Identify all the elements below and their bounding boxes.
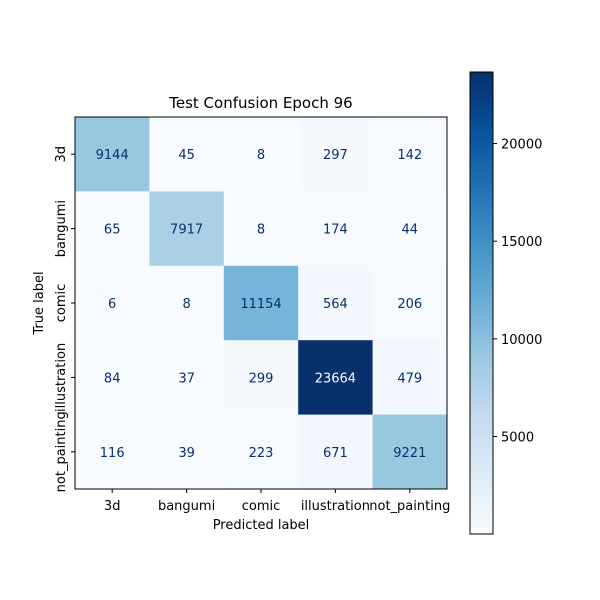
heatmap-cell: [149, 265, 225, 341]
cell-value-label: 84: [104, 371, 121, 386]
colorbar-tick-label: 10000: [501, 333, 542, 348]
cell-value-label: 8: [182, 297, 190, 312]
colorbar-tick-label: 20000: [501, 138, 542, 153]
heatmap-cell: [75, 191, 150, 267]
heatmap-cell: [372, 340, 448, 415]
x-tick-label: not_painting: [369, 499, 450, 514]
heatmap-cell: [223, 414, 299, 490]
cell-value-label: 6: [108, 297, 116, 312]
x-tick-label: 3d: [104, 499, 121, 514]
y-tick-label: bangumi: [54, 200, 69, 257]
cell-value-label: 564: [323, 297, 348, 312]
cell-value-label: 9221: [393, 446, 426, 461]
colorbar: [469, 71, 494, 535]
heatmap-cell: [298, 191, 373, 267]
cell-value-label: 142: [397, 148, 422, 163]
cell-value-label: 39: [178, 446, 195, 461]
chart-title: Test Confusion Epoch 96: [168, 94, 352, 112]
cell-value-label: 8: [257, 223, 265, 238]
y-tick-label: comic: [54, 284, 69, 323]
heatmap-cell: [223, 117, 299, 192]
y-tick-label: 3d: [54, 146, 69, 163]
heatmap-cell: [223, 340, 299, 415]
cell-value-label: 7917: [170, 223, 203, 238]
heatmap-cell: [75, 340, 150, 415]
heatmap-cell-labels: 9144 45 8 297 142 65 7917 8 174 44 6 8 11154 564 206 84…: [96, 148, 427, 461]
y-axis-label: True label: [32, 271, 47, 335]
cell-value-label: 11154: [240, 297, 281, 312]
heatmap-cell: [75, 265, 150, 341]
heatmap-cell: [149, 117, 225, 192]
cell-value-label: 37: [178, 371, 195, 386]
heatmap-cell: [298, 340, 373, 415]
heatmap-cell: [149, 191, 225, 267]
cell-value-label: 8: [257, 148, 265, 163]
cell-value-label: 223: [249, 446, 274, 461]
heatmap-cell: [223, 265, 299, 341]
heatmap-cell: [75, 117, 150, 192]
cell-value-label: 23664: [315, 371, 356, 386]
cell-value-label: 44: [402, 223, 419, 238]
heatmap-cell: [298, 265, 373, 341]
heatmap-cells: [75, 117, 448, 490]
colorbar-ticks: 5000 10000 15000 20000: [493, 138, 542, 445]
cell-value-label: 479: [397, 371, 422, 386]
cell-value-label: 65: [104, 223, 121, 238]
x-tick-label: bangumi: [158, 499, 215, 514]
cell-value-label: 9144: [96, 148, 129, 163]
heatmap-cell: [372, 414, 448, 490]
cell-value-label: 45: [178, 148, 195, 163]
x-tick-label: illustration: [301, 499, 370, 514]
colorbar-tick-label: 15000: [501, 235, 542, 250]
cell-value-label: 297: [323, 148, 348, 163]
cell-value-label: 206: [397, 297, 422, 312]
cell-value-label: 671: [323, 446, 348, 461]
x-axis-ticks: 3d bangumi comic illustration not_painting: [104, 489, 450, 514]
heatmap-cell: [372, 117, 448, 192]
heatmap-cell: [298, 117, 373, 192]
cell-value-label: 116: [100, 446, 125, 461]
x-axis-label: Predicted label: [213, 518, 310, 533]
y-tick-label: illustration: [54, 343, 69, 412]
cell-value-label: 174: [323, 223, 348, 238]
y-tick-label: not_painting: [54, 411, 69, 492]
heatmap-cell: [223, 191, 299, 267]
heatmap-cell: [372, 191, 448, 267]
colorbar-tick-label: 5000: [501, 430, 534, 445]
cell-value-label: 299: [249, 371, 274, 386]
heatmap-cell: [372, 265, 448, 341]
heatmap-cell: [149, 340, 225, 415]
heatmap-cell: [149, 414, 225, 490]
heatmap-cell: [75, 414, 150, 490]
heatmap-cell: [298, 414, 373, 490]
x-tick-label: comic: [242, 499, 281, 514]
